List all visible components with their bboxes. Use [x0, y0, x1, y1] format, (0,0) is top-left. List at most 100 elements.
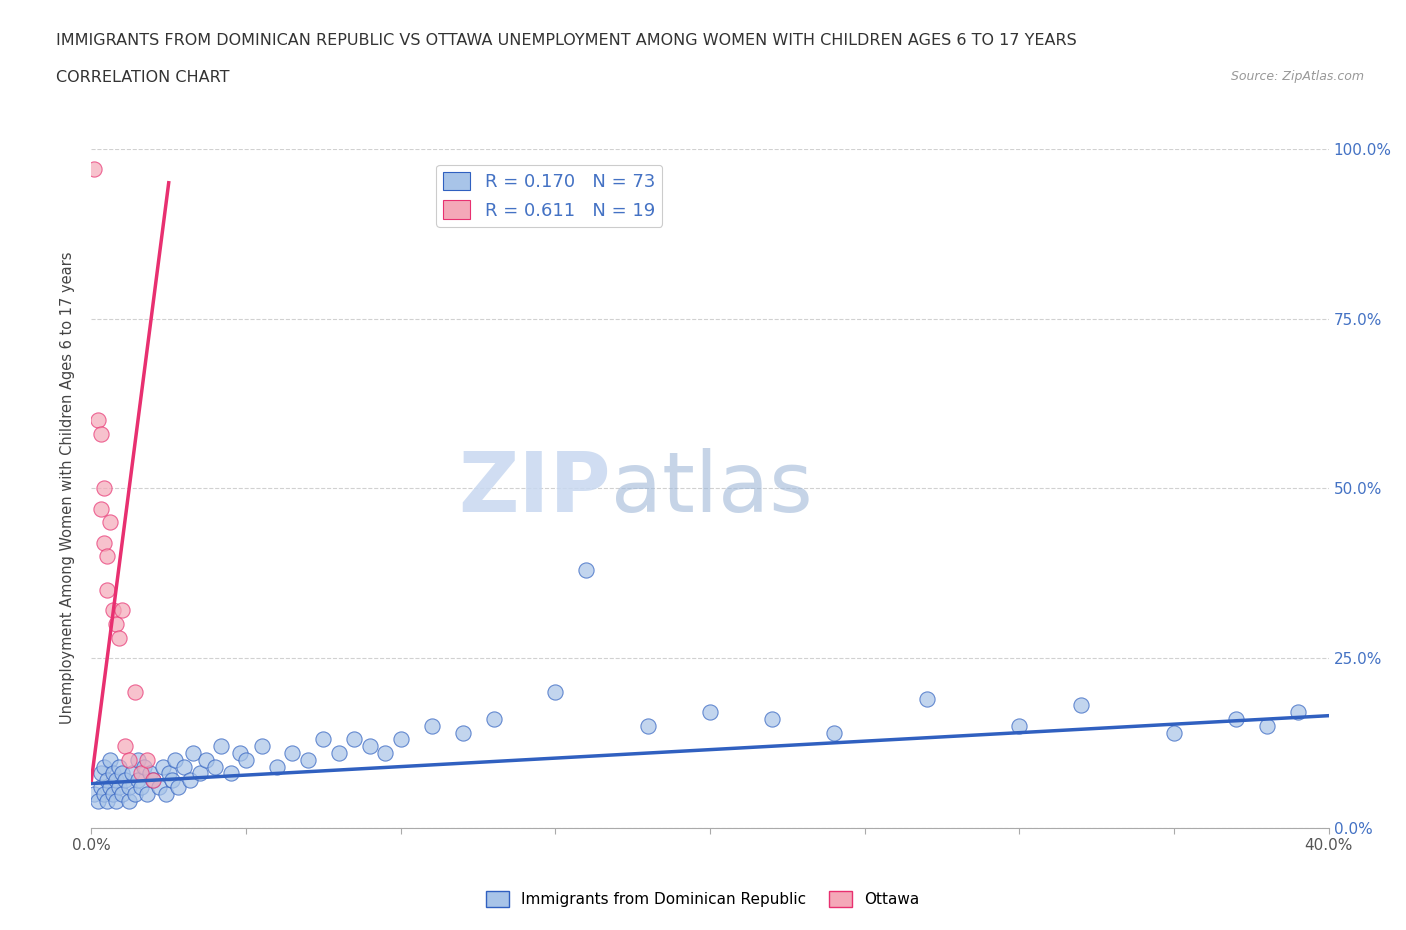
Point — [96, 773, 118, 788]
Point — [328, 746, 350, 761]
Point — [229, 746, 252, 761]
Point — [96, 549, 118, 564]
Point — [297, 752, 319, 767]
Point — [86, 793, 108, 808]
Point — [389, 732, 412, 747]
Y-axis label: Unemployment Among Women with Children Ages 6 to 17 years: Unemployment Among Women with Children A… — [60, 252, 76, 724]
Point — [129, 766, 152, 781]
Point — [188, 766, 211, 781]
Point — [155, 787, 177, 802]
Point — [96, 793, 118, 808]
Point — [114, 773, 136, 788]
Point — [183, 746, 205, 761]
Point — [209, 738, 232, 753]
Point — [281, 746, 304, 761]
Point — [90, 427, 112, 442]
Point — [139, 766, 162, 781]
Point — [637, 719, 659, 734]
Point — [114, 738, 136, 753]
Point — [83, 162, 105, 177]
Point — [148, 779, 170, 794]
Point — [124, 787, 146, 802]
Text: ZIP: ZIP — [458, 447, 612, 529]
Point — [173, 759, 195, 774]
Text: IMMIGRANTS FROM DOMINICAN REPUBLIC VS OTTAWA UNEMPLOYMENT AMONG WOMEN WITH CHILD: IMMIGRANTS FROM DOMINICAN REPUBLIC VS OT… — [56, 33, 1077, 47]
Point — [575, 563, 598, 578]
Point — [1070, 698, 1092, 713]
Point — [98, 752, 121, 767]
Legend: Immigrants from Dominican Republic, Ottawa: Immigrants from Dominican Republic, Otta… — [479, 884, 927, 913]
Legend: R = 0.170   N = 73, R = 0.611   N = 19: R = 0.170 N = 73, R = 0.611 N = 19 — [436, 165, 662, 227]
Point — [108, 779, 131, 794]
Text: Source: ZipAtlas.com: Source: ZipAtlas.com — [1230, 70, 1364, 83]
Point — [142, 773, 165, 788]
Text: atlas: atlas — [612, 447, 813, 529]
Point — [93, 535, 115, 550]
Point — [359, 738, 381, 753]
Point — [160, 773, 183, 788]
Point — [374, 746, 396, 761]
Point — [152, 759, 174, 774]
Point — [915, 691, 938, 706]
Point — [108, 631, 131, 645]
Point — [96, 582, 118, 598]
Point — [1286, 705, 1309, 720]
Text: CORRELATION CHART: CORRELATION CHART — [56, 70, 229, 85]
Point — [266, 759, 288, 774]
Point — [482, 711, 505, 726]
Point — [111, 603, 134, 618]
Point — [108, 759, 131, 774]
Point — [544, 684, 567, 699]
Point — [86, 413, 108, 428]
Point — [124, 684, 146, 699]
Point — [219, 766, 242, 781]
Point — [1163, 725, 1185, 740]
Point — [163, 752, 186, 767]
Point — [823, 725, 845, 740]
Point — [167, 779, 190, 794]
Point — [111, 787, 134, 802]
Point — [117, 752, 139, 767]
Point — [93, 787, 115, 802]
Point — [1256, 719, 1278, 734]
Point — [90, 766, 112, 781]
Point — [343, 732, 366, 747]
Point — [132, 759, 155, 774]
Point — [98, 515, 121, 530]
Point — [451, 725, 474, 740]
Point — [101, 766, 124, 781]
Point — [83, 787, 105, 802]
Point — [194, 752, 217, 767]
Point — [117, 779, 139, 794]
Point — [204, 759, 226, 774]
Point — [142, 773, 165, 788]
Point — [420, 719, 443, 734]
Point — [157, 766, 180, 781]
Point — [235, 752, 257, 767]
Point — [129, 779, 152, 794]
Point — [121, 766, 143, 781]
Point — [1008, 719, 1031, 734]
Point — [90, 779, 112, 794]
Point — [127, 773, 149, 788]
Point — [93, 481, 115, 496]
Point — [101, 787, 124, 802]
Point — [90, 501, 112, 516]
Point — [101, 603, 124, 618]
Point — [179, 773, 201, 788]
Point — [1225, 711, 1247, 726]
Point — [117, 793, 139, 808]
Point — [93, 759, 115, 774]
Point — [136, 787, 159, 802]
Point — [111, 766, 134, 781]
Point — [699, 705, 721, 720]
Point — [136, 752, 159, 767]
Point — [105, 617, 128, 631]
Point — [761, 711, 783, 726]
Point — [105, 793, 128, 808]
Point — [250, 738, 273, 753]
Point — [98, 779, 121, 794]
Point — [105, 773, 128, 788]
Point — [312, 732, 335, 747]
Point — [127, 752, 149, 767]
